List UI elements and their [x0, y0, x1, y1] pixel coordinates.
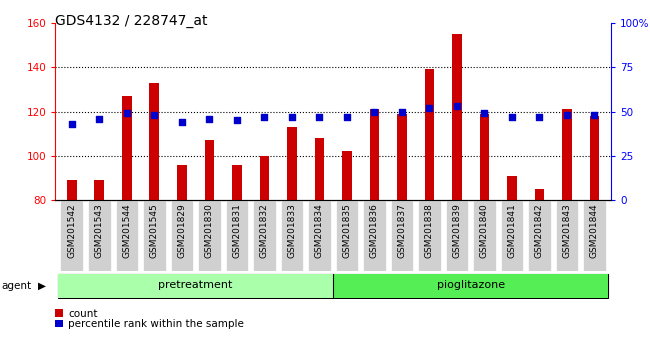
Bar [391, 200, 413, 271]
Bar [590, 116, 599, 200]
Point [342, 114, 352, 120]
Text: percentile rank within the sample: percentile rank within the sample [68, 319, 244, 329]
Bar [528, 200, 551, 271]
Point [590, 112, 600, 118]
Bar [232, 165, 242, 200]
Bar [67, 180, 77, 200]
Bar [342, 152, 352, 200]
Point [177, 119, 187, 125]
Point [204, 116, 214, 121]
Bar [507, 176, 517, 200]
Text: GSM201843: GSM201843 [562, 204, 571, 258]
Text: pretreatment: pretreatment [159, 280, 233, 290]
Bar [281, 200, 303, 271]
Point [534, 114, 545, 120]
Bar [480, 114, 489, 200]
Text: GSM201836: GSM201836 [370, 204, 379, 258]
Text: GSM201841: GSM201841 [508, 204, 517, 258]
Text: GSM201830: GSM201830 [205, 204, 214, 258]
Bar [452, 34, 462, 200]
Point [259, 114, 270, 120]
Bar [116, 200, 138, 271]
Point [149, 112, 159, 118]
Text: GSM201839: GSM201839 [452, 204, 462, 258]
Point [396, 109, 407, 114]
Text: GSM201842: GSM201842 [535, 204, 544, 258]
Bar [335, 200, 358, 271]
Point [94, 116, 105, 121]
Text: GSM201545: GSM201545 [150, 204, 159, 258]
Bar [177, 165, 187, 200]
Bar [370, 109, 379, 200]
Bar [562, 109, 572, 200]
Text: GSM201840: GSM201840 [480, 204, 489, 258]
Bar [535, 189, 544, 200]
Point [66, 121, 77, 127]
Bar [143, 200, 166, 271]
Text: GSM201833: GSM201833 [287, 204, 296, 258]
Bar [583, 200, 606, 271]
Text: GSM201844: GSM201844 [590, 204, 599, 258]
Bar [473, 200, 496, 271]
Text: GSM201829: GSM201829 [177, 204, 187, 258]
Bar [397, 114, 407, 200]
Point [369, 109, 380, 114]
Bar [259, 156, 269, 200]
Text: GSM201544: GSM201544 [122, 204, 131, 258]
Bar [308, 200, 331, 271]
Point [479, 110, 489, 116]
Text: GSM201543: GSM201543 [95, 204, 104, 258]
Text: GSM201835: GSM201835 [343, 204, 352, 258]
Bar [500, 200, 523, 271]
Bar [94, 180, 104, 200]
Bar [253, 200, 276, 271]
Bar [122, 96, 131, 200]
Text: count: count [68, 309, 98, 319]
Text: ▶: ▶ [38, 281, 46, 291]
Bar [446, 200, 468, 271]
Bar [170, 200, 193, 271]
Point [287, 114, 297, 120]
Point [424, 105, 435, 111]
Bar [198, 200, 220, 271]
Text: GDS4132 / 228747_at: GDS4132 / 228747_at [55, 14, 208, 28]
Text: GSM201838: GSM201838 [425, 204, 434, 258]
Text: GSM201834: GSM201834 [315, 204, 324, 258]
Point [314, 114, 324, 120]
Point [231, 118, 242, 123]
Bar [60, 200, 83, 271]
Bar [333, 274, 608, 298]
Bar [88, 200, 110, 271]
Text: GSM201831: GSM201831 [232, 204, 241, 258]
Text: GSM201837: GSM201837 [397, 204, 406, 258]
Text: GSM201832: GSM201832 [260, 204, 269, 258]
Point [452, 103, 462, 109]
Point [507, 114, 517, 120]
Point [122, 110, 132, 116]
Text: agent: agent [1, 281, 31, 291]
Text: pioglitazone: pioglitazone [437, 280, 505, 290]
Point [562, 112, 572, 118]
Bar [418, 200, 441, 271]
Bar [363, 200, 385, 271]
Bar [315, 138, 324, 200]
Text: GSM201542: GSM201542 [67, 204, 76, 258]
Bar [287, 127, 296, 200]
Bar [205, 140, 214, 200]
Bar [150, 83, 159, 200]
Bar [556, 200, 578, 271]
Bar [424, 69, 434, 200]
Bar [58, 274, 333, 298]
Bar [226, 200, 248, 271]
